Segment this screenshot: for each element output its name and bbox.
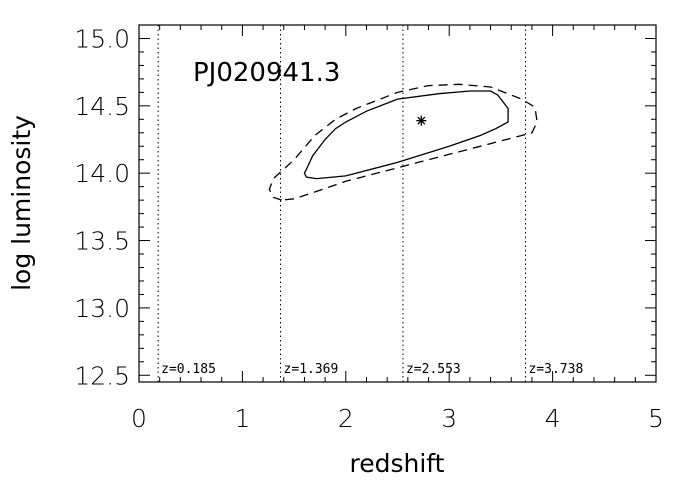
y-tick-label: 13.0 (74, 294, 130, 323)
redshift-line-label: z=0.185 (161, 362, 216, 377)
redshift-reference-lines: z=0.185 z=1.369 z=2.553 z=3.738 (157, 25, 584, 382)
best-fit-marker (416, 115, 427, 126)
x-tick-label: 4 (545, 404, 561, 433)
redshift-line-label: z=1.369 (284, 362, 339, 377)
axis-ticks (138, 25, 657, 382)
x-tick-label: 3 (441, 404, 457, 433)
y-tick-label: 15.0 (74, 24, 130, 53)
x-tick-label: 2 (338, 404, 354, 433)
x-tick-label: 1 (234, 404, 250, 433)
plot-frame (138, 24, 657, 383)
y-tick-label: 13.5 (74, 227, 130, 256)
y-axis-label: log luminosity (7, 115, 36, 291)
x-axis-label: redshift (350, 449, 445, 478)
x-tick-label: 5 (648, 404, 664, 433)
y-tick-label: 12.5 (74, 361, 130, 390)
chart-title: PJ020941.3 (193, 58, 340, 88)
y-tick-label: 14.5 (74, 92, 130, 121)
asterisk-marker (416, 115, 427, 126)
x-tick-label: 0 (131, 404, 147, 433)
axis-labels: 0 1 2 3 4 5 12.5 13.0 13.5 14.0 14.5 15.0 (74, 24, 664, 433)
contour-series (268, 83, 538, 201)
inner-contour-solid (303, 90, 509, 180)
outer-contour-dashed (268, 83, 538, 201)
y-tick-label: 14.0 (74, 159, 130, 188)
redshift-line-label: z=3.738 (529, 362, 584, 377)
redshift-line-label: z=2.553 (406, 362, 461, 377)
